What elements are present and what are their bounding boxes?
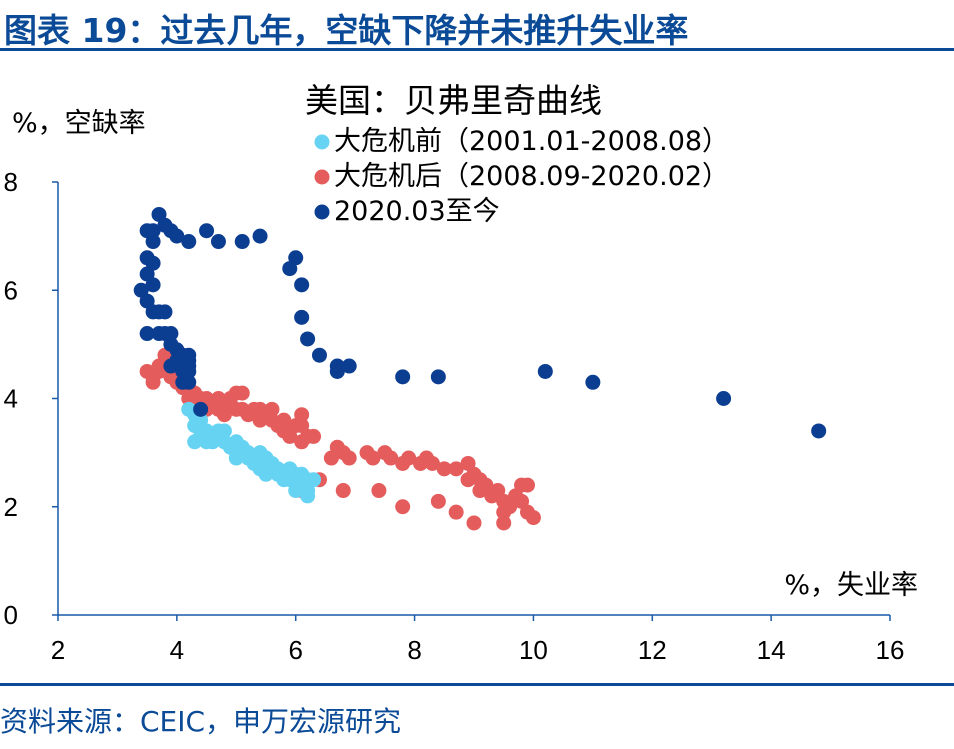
series-0-point-45 [300, 488, 316, 504]
series-2-point-31 [145, 277, 161, 293]
series-2-point-27 [139, 223, 155, 239]
title-rule [0, 48, 954, 51]
legend-marker-2 [314, 204, 330, 220]
legend-marker-1 [314, 169, 330, 185]
series-1-point-36 [264, 401, 280, 417]
series-2-point-3 [585, 374, 601, 390]
series-1-point-52 [365, 450, 381, 466]
series-2-point-15 [282, 261, 298, 277]
series-2-point-19 [199, 223, 215, 239]
series-2-point-0 [193, 401, 209, 417]
y-tick-label-8: 8 [4, 167, 18, 197]
series-2-point-4 [537, 363, 553, 379]
chart-axes: 2 4 6 8 10 12 14 16 0 2 4 6 8 [4, 167, 905, 665]
y-tick-label-4: 4 [4, 384, 18, 414]
series-0-point-33 [264, 455, 280, 471]
series-0-point-18 [228, 450, 244, 466]
x-tick-label-8: 8 [407, 635, 421, 665]
series-2-point-40 [163, 326, 179, 342]
series-2-point-9 [329, 358, 345, 374]
series-2-point-36 [157, 304, 173, 320]
series-2-point-16 [252, 228, 268, 244]
chart-title: 美国：贝弗里奇曲线 [305, 81, 602, 120]
series-2-point-5 [430, 369, 446, 385]
series-0-points [181, 401, 322, 504]
series-1-point-84 [371, 483, 387, 499]
series-2-point-18 [210, 234, 226, 250]
series-1-point-29 [234, 385, 250, 401]
footer-rule [0, 683, 954, 686]
x-tick-label-14: 14 [757, 635, 786, 665]
series-2-point-44 [163, 358, 179, 374]
series-2-points [133, 206, 827, 439]
legend-marker-0 [314, 134, 330, 150]
series-2-point-10 [311, 347, 327, 363]
series-2-point-12 [294, 309, 310, 325]
series-1-point-50 [341, 450, 357, 466]
series-1-point-78 [525, 510, 541, 526]
x-tick-label-16: 16 [876, 635, 905, 665]
series-2-point-11 [300, 331, 316, 347]
legend-label-2: 2020.03至今 [334, 196, 500, 227]
y-axis-label: %，空缺率 [12, 108, 146, 139]
series-2-point-52 [181, 353, 197, 369]
series-2-point-20 [181, 234, 197, 250]
series-1-point-79 [496, 515, 512, 531]
series-1-point-46 [306, 428, 322, 444]
x-tick-label-2: 2 [51, 635, 65, 665]
x-tick-label-12: 12 [638, 635, 667, 665]
series-1-point-82 [430, 493, 446, 509]
series-1-point-61 [448, 461, 464, 477]
figure-title: 图表 19：过去几年，空缺下降并未推升失业率 [4, 11, 689, 50]
series-2-point-6 [395, 369, 411, 385]
x-tick-label-10: 10 [519, 635, 548, 665]
series-1-point-85 [335, 483, 351, 499]
series-0-point-6 [187, 434, 203, 450]
y-tick-label-0: 0 [4, 600, 18, 630]
chart-marks [133, 206, 827, 531]
series-2-point-7 [341, 358, 357, 374]
x-axis-label: %，失业率 [784, 570, 918, 601]
series-1-point-43 [294, 407, 310, 423]
series-2-point-50 [175, 374, 191, 390]
x-tick-label-6: 6 [288, 635, 302, 665]
source-note: 资料来源：CEIC，申万宏源研究 [0, 705, 402, 738]
series-0-point-39 [276, 472, 292, 488]
series-2-point-1 [811, 423, 827, 439]
series-0-point-11 [216, 423, 232, 439]
series-0-point-10 [199, 434, 215, 450]
legend-label-0: 大危机前（2001.01-2008.08） [334, 126, 729, 157]
x-tick-label-4: 4 [170, 635, 184, 665]
series-2-point-13 [294, 277, 310, 293]
series-2-point-17 [234, 234, 250, 250]
series-1-point-60 [436, 461, 452, 477]
y-tick-label-2: 2 [4, 492, 18, 522]
series-1-point-80 [466, 515, 482, 531]
series-1-point-56 [401, 450, 417, 466]
series-1-point-81 [448, 504, 464, 520]
series-1-point-83 [395, 499, 411, 515]
series-2-point-2 [716, 391, 732, 406]
series-1-point-76 [519, 477, 535, 493]
series-2-point-24 [151, 206, 167, 222]
legend-label-1: 大危机后（2008.09-2020.02） [334, 161, 729, 192]
series-1-point-54 [383, 450, 399, 466]
series-2-point-37 [139, 326, 155, 342]
y-tick-label-6: 6 [4, 275, 18, 305]
series-1-point-38 [276, 412, 292, 428]
series-1-point-59 [424, 455, 440, 471]
chart-legend: 大危机前（2001.01-2008.08） 大危机后（2008.09-2020.0… [314, 126, 729, 227]
